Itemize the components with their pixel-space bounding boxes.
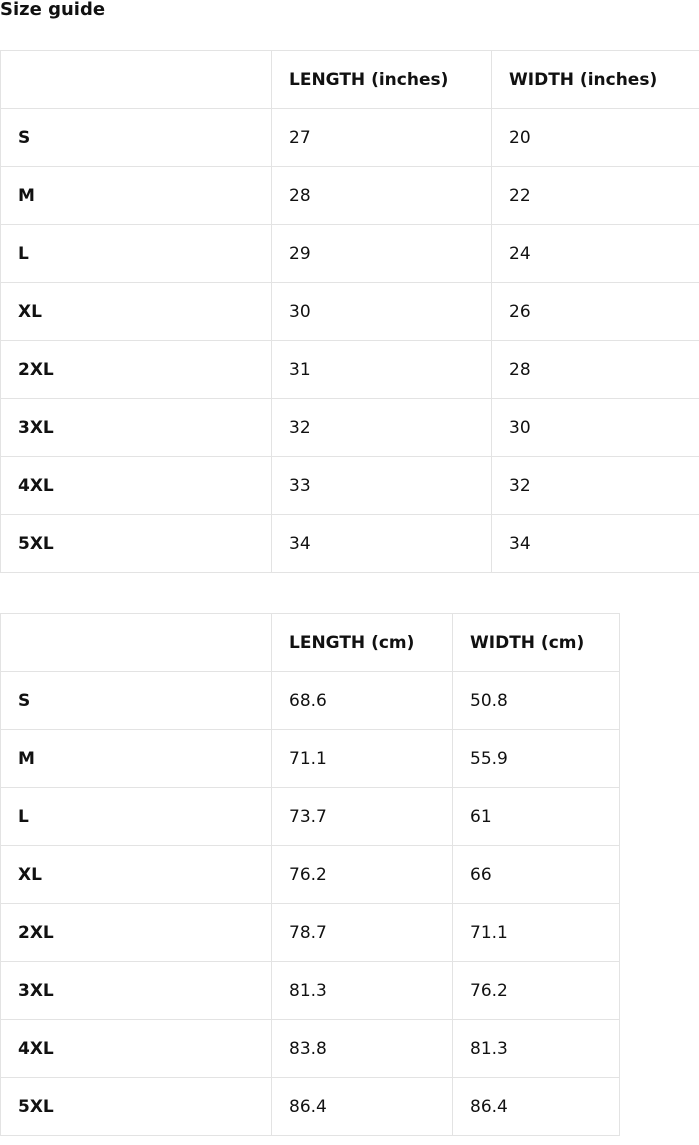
length-value: 33	[271, 456, 492, 515]
table-row: XL 76.2 66	[0, 845, 620, 904]
table-row: S 27 20	[0, 108, 699, 167]
length-value: 78.7	[271, 903, 453, 962]
width-value: 55.9	[452, 729, 620, 788]
size-label: S	[0, 671, 272, 730]
table-row: L 29 24	[0, 224, 699, 283]
width-value: 86.4	[452, 1077, 620, 1136]
length-value: 76.2	[271, 845, 453, 904]
length-value: 30	[271, 282, 492, 341]
size-label: 4XL	[0, 456, 272, 515]
width-value: 50.8	[452, 671, 620, 730]
header-row: LENGTH (inches) WIDTH (inches)	[0, 50, 699, 109]
width-value: 66	[452, 845, 620, 904]
table-row: 3XL 81.3 76.2	[0, 961, 620, 1020]
length-value: 83.8	[271, 1019, 453, 1078]
length-value: 86.4	[271, 1077, 453, 1136]
width-value: 24	[491, 224, 699, 283]
header-cell-empty	[0, 50, 272, 109]
length-value: 29	[271, 224, 492, 283]
length-value: 31	[271, 340, 492, 399]
size-table-cm: LENGTH (cm) WIDTH (cm) S 68.6 50.8 M 71.1 55.9 L…	[0, 613, 620, 1136]
size-label: 5XL	[0, 1077, 272, 1136]
size-label: 4XL	[0, 1019, 272, 1078]
width-value: 22	[491, 166, 699, 225]
length-value: 34	[271, 514, 492, 573]
column-header: WIDTH (cm)	[452, 613, 620, 672]
page-title: Size guide	[0, 0, 106, 20]
width-value: 30	[491, 398, 699, 457]
table-row: M 28 22	[0, 166, 699, 225]
header-row: LENGTH (cm) WIDTH (cm)	[0, 613, 620, 672]
width-value: 76.2	[452, 961, 620, 1020]
table-row: XL 30 26	[0, 282, 699, 341]
size-label: L	[0, 224, 272, 283]
size-label: XL	[0, 845, 272, 904]
width-value: 28	[491, 340, 699, 399]
length-value: 73.7	[271, 787, 453, 846]
size-label: M	[0, 729, 272, 788]
table-row: 3XL 32 30	[0, 398, 699, 457]
size-label: XL	[0, 282, 272, 341]
width-value: 20	[491, 108, 699, 167]
size-label: 2XL	[0, 340, 272, 399]
length-value: 32	[271, 398, 492, 457]
size-label: 3XL	[0, 961, 272, 1020]
length-value: 28	[271, 166, 492, 225]
size-label: 2XL	[0, 903, 272, 962]
length-value: 71.1	[271, 729, 453, 788]
size-label: 3XL	[0, 398, 272, 457]
length-value: 81.3	[271, 961, 453, 1020]
width-value: 61	[452, 787, 620, 846]
width-value: 32	[491, 456, 699, 515]
width-value: 34	[491, 514, 699, 573]
size-label: S	[0, 108, 272, 167]
table-row: M 71.1 55.9	[0, 729, 620, 788]
table-row: 2XL 78.7 71.1	[0, 903, 620, 962]
header-cell-empty	[0, 613, 272, 672]
size-label: L	[0, 787, 272, 846]
table-row: L 73.7 61	[0, 787, 620, 846]
column-header: LENGTH (inches)	[271, 50, 492, 109]
width-value: 81.3	[452, 1019, 620, 1078]
table-row: 5XL 86.4 86.4	[0, 1077, 620, 1136]
width-value: 71.1	[452, 903, 620, 962]
table-row: 2XL 31 28	[0, 340, 699, 399]
column-header: LENGTH (cm)	[271, 613, 453, 672]
table-row: 5XL 34 34	[0, 514, 699, 573]
table-row: 4XL 83.8 81.3	[0, 1019, 620, 1078]
size-label: M	[0, 166, 272, 225]
column-header: WIDTH (inches)	[491, 50, 699, 109]
table-row: S 68.6 50.8	[0, 671, 620, 730]
length-value: 68.6	[271, 671, 453, 730]
length-value: 27	[271, 108, 492, 167]
table-row: 4XL 33 32	[0, 456, 699, 515]
size-table-inches: LENGTH (inches) WIDTH (inches) S 27 20 M 28 22 L…	[0, 50, 699, 573]
size-label: 5XL	[0, 514, 272, 573]
width-value: 26	[491, 282, 699, 341]
